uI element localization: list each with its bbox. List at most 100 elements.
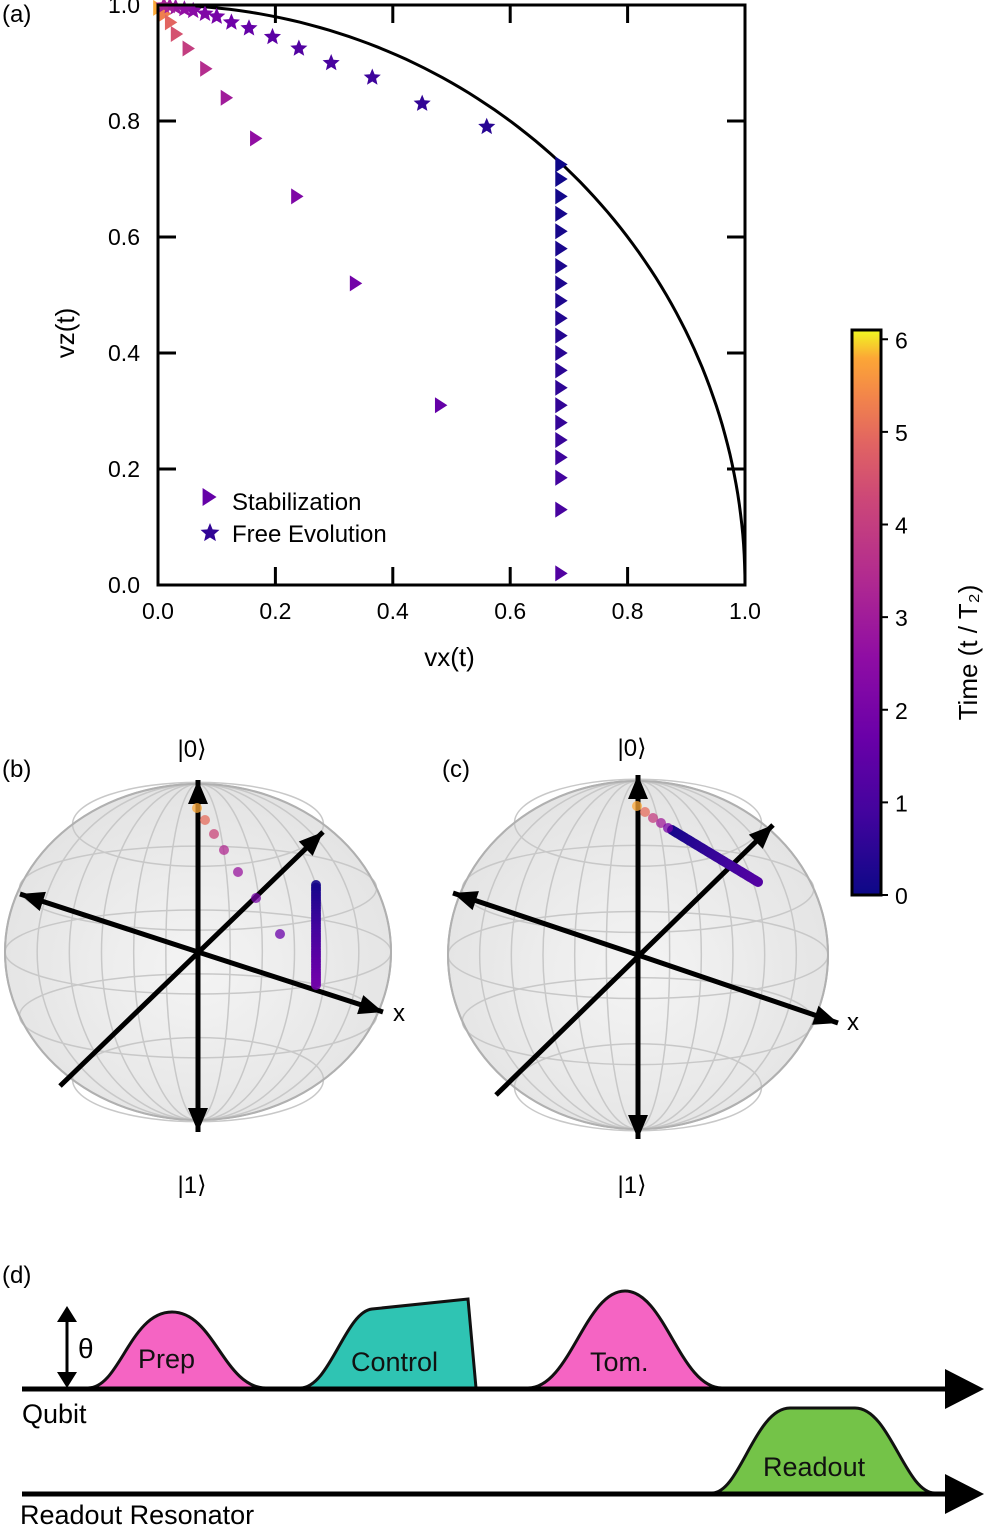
stabilization-point: [555, 565, 568, 582]
x-axis-label: x: [393, 1000, 405, 1027]
prep-pulse-label: Prep: [138, 1344, 195, 1374]
y-axis-neg: [19, 891, 199, 955]
qubit-label: Qubit: [22, 1399, 87, 1429]
y-axis-arrowhead: [298, 832, 323, 856]
trajectory-point: [251, 893, 261, 903]
stabilization-point: [555, 310, 568, 327]
y-tick-label: 0.0: [108, 572, 140, 598]
readout-pulse-label: Readout: [763, 1452, 866, 1482]
x-axis-label: x: [847, 1009, 859, 1036]
colorbar-tick-label: 1: [895, 790, 908, 816]
z-axis-bottom-arrowhead: [628, 1115, 648, 1139]
trajectory-point: [311, 980, 321, 990]
stabilization-point: [555, 379, 568, 396]
theta-label: θ: [78, 1333, 94, 1364]
y-axis-neg-arrowhead: [453, 891, 479, 911]
trajectory-point: [656, 818, 666, 828]
y-axis-neg: [452, 890, 639, 958]
colorbar-tick-label: 6: [895, 327, 908, 353]
stabilization-point: [200, 60, 213, 77]
legend-free-evolution-label: Free Evolution: [232, 521, 387, 548]
free-evolution-point: [322, 54, 340, 71]
trajectory-point: [192, 803, 202, 813]
y-axis-label: vz(t): [50, 308, 80, 359]
trajectory-point: [200, 815, 210, 825]
stabilization-point: [170, 26, 184, 42]
y-axis-arrowhead: [748, 825, 773, 849]
colorbar-tick-label: 4: [895, 513, 908, 539]
pulse-sequence: θ Prep Control Tom. Qubit Readout Readou…: [20, 1289, 984, 1527]
y-axis: [494, 823, 775, 1097]
resonator-line-arrowhead: [945, 1474, 984, 1514]
trajectory-point: [233, 867, 243, 877]
colorbar-gradient: [850, 328, 883, 897]
unit-circle-curve: [157, 3, 747, 586]
trajectory-point: [640, 807, 650, 817]
x-axis: [637, 952, 839, 1026]
y-tick-label: 0.4: [108, 340, 140, 366]
trajectory-point: [275, 929, 285, 939]
x-tick-label: 1.0: [729, 598, 761, 624]
stabilization-point: [555, 449, 568, 466]
stabilization-point: [164, 14, 178, 31]
y-axis-neg-arrowhead: [20, 891, 46, 911]
y-axis: [58, 830, 325, 1088]
trajectory-point: [663, 823, 673, 833]
panel-d-label: (d): [2, 1262, 31, 1289]
x-tick-label: 0.6: [494, 598, 526, 624]
legend-stabilization-marker: [202, 488, 217, 506]
x-axis: [197, 949, 384, 1015]
z-axis-arrowhead: [188, 780, 208, 804]
colorbar-tick-label: 3: [895, 605, 908, 631]
stabilization-point: [555, 345, 568, 361]
y-tick-label: 0.6: [108, 224, 140, 250]
free-evolution-point: [478, 117, 496, 135]
z-axis-bottom-arrowhead: [188, 1108, 208, 1132]
panel-c-label: (c): [442, 756, 470, 783]
colorbar-tick-label: 2: [895, 698, 908, 724]
stabilization-point: [182, 40, 195, 57]
x-tick-label: 0.8: [612, 598, 644, 624]
tomography-pulse-label: Tom.: [590, 1347, 649, 1377]
z-axis-arrowhead: [628, 775, 648, 799]
free-evolution-point: [290, 39, 308, 56]
legend-stabilization-label: Stabilization: [232, 489, 361, 516]
resonator-label: Readout Resonator: [20, 1500, 254, 1527]
trajectory-point: [632, 801, 642, 811]
trajectory-point: [753, 877, 763, 887]
stabilization-point: [555, 292, 568, 309]
colorbar-label: Time (t / T₂): [953, 585, 983, 721]
trajectory-point: [648, 813, 658, 823]
y-tick-label: 0.2: [108, 456, 140, 482]
stabilization-point: [555, 240, 568, 257]
stabilization-point: [555, 223, 568, 240]
readout-pulse: [711, 1406, 936, 1495]
plot-frame: [156, 3, 747, 587]
control-pulse-label: Control: [351, 1347, 438, 1377]
free-evolution-point: [196, 4, 214, 21]
panel-a-label: (a): [2, 1, 31, 28]
free-evolution-point: [363, 68, 381, 85]
stabilization-point: [555, 275, 568, 292]
stabilization-point: [555, 156, 568, 173]
stabilization-point: [434, 397, 448, 414]
trajectory-point: [219, 845, 229, 855]
free-evolution-point: [208, 7, 226, 24]
ket-zero-label: |0⟩: [618, 735, 647, 762]
ket-one-label: |1⟩: [618, 1172, 647, 1199]
ket-one-label: |1⟩: [178, 1172, 207, 1199]
x-axis-label: vx(t): [424, 642, 475, 672]
trajectory-point: [209, 829, 219, 839]
stabilization-point: [555, 362, 568, 379]
bloch-sphere-b: |0⟩ |1⟩ x: [4, 736, 405, 1199]
theta-arrow-head-up: [57, 1306, 77, 1322]
tomography-pulse: [527, 1289, 723, 1390]
x-tick-label: 0.4: [377, 598, 409, 624]
legend-free-evolution-marker: [200, 523, 220, 542]
colorbar-tick-label: 0: [895, 883, 908, 909]
stabilization-point: [555, 188, 568, 205]
colorbar-tick-label: 5: [895, 420, 908, 446]
x-tick-label: 0.2: [259, 598, 291, 624]
stabilization-point: [555, 171, 568, 187]
